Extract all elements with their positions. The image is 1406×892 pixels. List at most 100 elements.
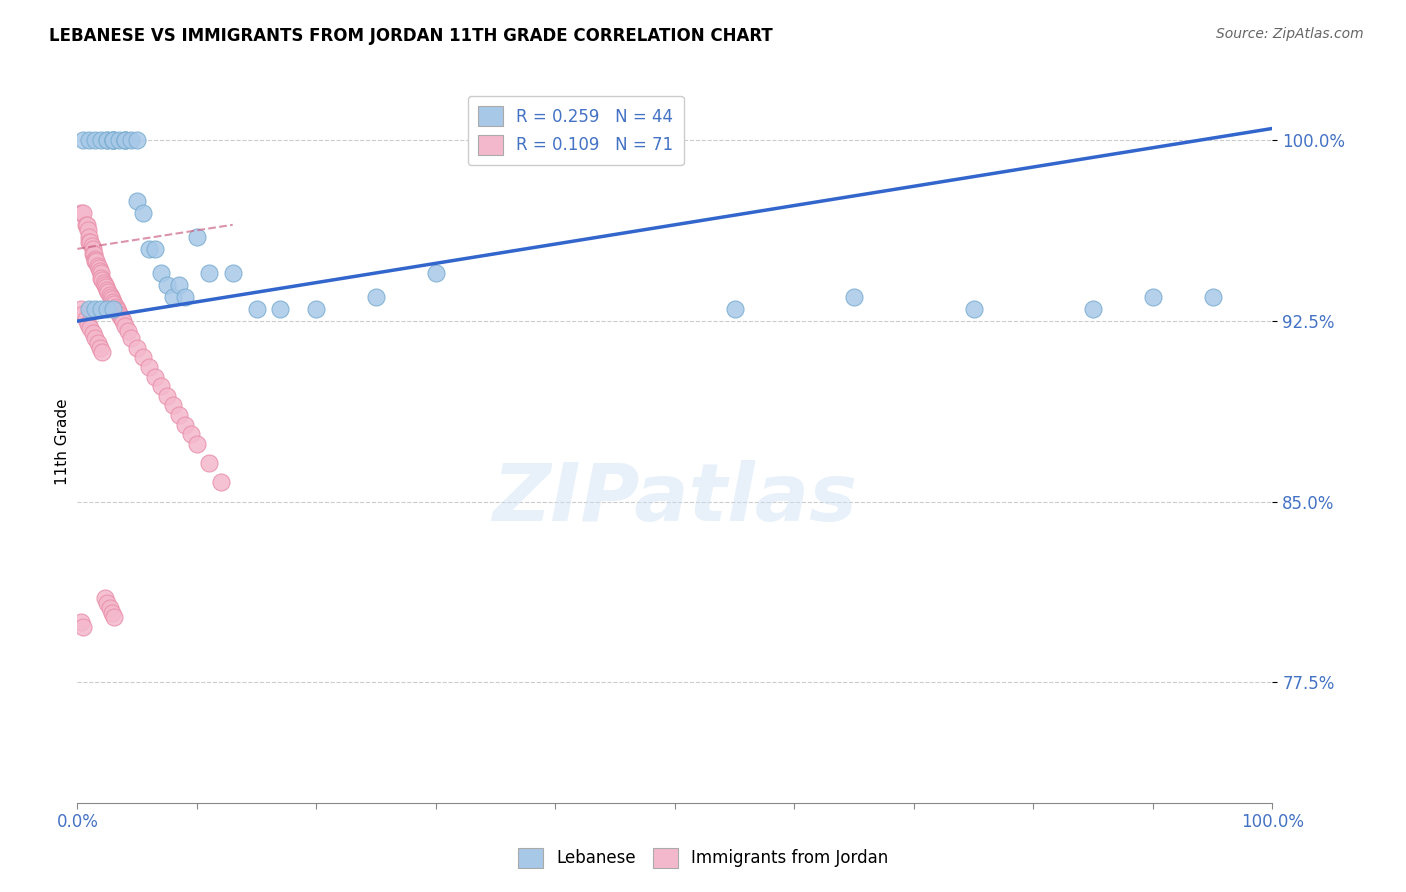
Point (114, 133, 136, 147)
Point (120, 331, 142, 345)
Point (724, 301, 747, 316)
Point (96, 283, 118, 297)
Point (87, 261, 110, 276)
Point (72, 133, 94, 147)
Point (75, 311, 97, 326)
Point (90, 270, 112, 285)
Legend: Lebanese, Immigrants from Jordan: Lebanese, Immigrants from Jordan (512, 841, 894, 875)
Point (167, 408, 190, 422)
Point (108, 307, 131, 321)
Point (186, 437, 208, 451)
Point (90, 133, 112, 147)
Point (82, 242, 104, 256)
Point (98, 287, 121, 301)
Point (425, 266, 447, 280)
Point (366, 290, 388, 304)
Point (156, 389, 179, 403)
Point (82, 326, 104, 340)
Point (100, 290, 122, 304)
Point (143, 369, 166, 384)
Point (197, 266, 219, 280)
Point (76, 218, 98, 232)
Point (150, 266, 173, 280)
Point (162, 290, 184, 304)
Text: LEBANESE VS IMMIGRANTS FROM JORDAN 11TH GRADE CORRELATION CHART: LEBANESE VS IMMIGRANTS FROM JORDAN 11TH … (49, 27, 773, 45)
Point (209, 475, 232, 490)
Point (84, 301, 107, 316)
Point (108, 133, 131, 147)
Point (89, 341, 111, 355)
Point (1142, 290, 1164, 304)
Point (127, 133, 149, 147)
Point (89, 263, 111, 277)
Point (162, 398, 184, 412)
Point (114, 318, 136, 333)
Point (96, 596, 118, 610)
Point (70, 301, 93, 316)
Point (103, 610, 125, 624)
Point (103, 133, 124, 147)
Point (963, 301, 986, 316)
Point (90, 301, 112, 316)
Point (98, 600, 121, 615)
Point (79, 230, 101, 244)
Point (197, 456, 219, 470)
Point (72, 307, 94, 321)
Point (86, 253, 108, 268)
Point (79, 301, 101, 316)
Y-axis label: 11th Grade: 11th Grade (55, 398, 70, 485)
Point (114, 133, 136, 147)
Point (270, 301, 292, 316)
Point (72, 205, 94, 219)
Point (104, 300, 127, 314)
Point (132, 350, 155, 364)
Point (79, 133, 101, 147)
Point (93, 276, 115, 290)
Point (127, 341, 149, 355)
Point (110, 311, 132, 326)
Point (107, 304, 129, 318)
Point (101, 606, 124, 620)
Point (84, 331, 107, 345)
Point (72, 620, 94, 634)
Point (94, 280, 117, 294)
Point (105, 301, 128, 316)
Point (103, 133, 124, 147)
Point (75, 218, 97, 232)
Point (103, 133, 124, 147)
Point (114, 133, 136, 147)
Point (94, 278, 117, 293)
Point (96, 133, 118, 147)
Point (91, 273, 114, 287)
Point (1083, 301, 1105, 316)
Point (86, 335, 108, 350)
Point (150, 379, 173, 393)
Point (167, 278, 190, 293)
Point (103, 294, 124, 309)
Point (110, 310, 132, 324)
Point (111, 314, 134, 328)
Point (305, 301, 328, 316)
Point (138, 242, 160, 256)
Point (94, 591, 117, 605)
Point (120, 133, 142, 147)
Point (117, 324, 139, 338)
Point (103, 133, 124, 147)
Point (222, 266, 245, 280)
Point (70, 205, 93, 219)
Point (79, 321, 101, 335)
Point (77, 317, 100, 331)
Point (180, 427, 202, 442)
Text: ZIPatlas: ZIPatlas (492, 460, 858, 539)
Point (186, 230, 208, 244)
Legend: R = 0.259   N = 44, R = 0.109   N = 71: R = 0.259 N = 44, R = 0.109 N = 71 (468, 95, 683, 165)
Point (174, 290, 197, 304)
Point (132, 205, 155, 219)
Point (101, 293, 124, 307)
Point (80, 239, 103, 253)
Point (96, 301, 118, 316)
Point (79, 235, 101, 249)
Point (79, 235, 101, 249)
Point (91, 345, 114, 359)
Point (86, 259, 108, 273)
